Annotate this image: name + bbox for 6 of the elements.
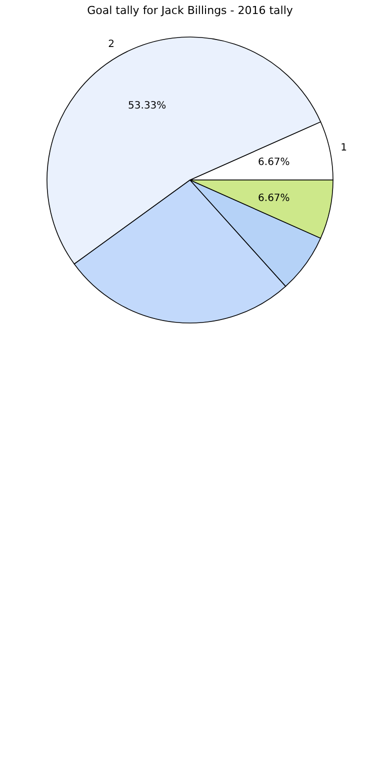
slice-label: 1 [340, 142, 348, 154]
chart-title: Goal tally for Jack Billings - 2016 tally [87, 4, 294, 17]
data-label: 6.67% [258, 192, 290, 204]
data-label: 6.67% [258, 157, 290, 168]
slice-label: 2 [108, 38, 115, 50]
data-label: 53.33% [128, 100, 166, 112]
